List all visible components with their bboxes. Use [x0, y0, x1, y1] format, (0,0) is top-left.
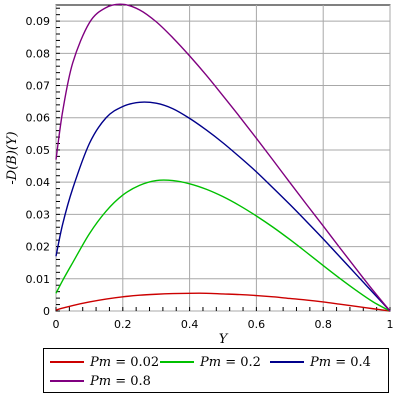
legend-label: Pm = 0.2: [200, 354, 261, 370]
gridlines: [55, 4, 391, 312]
series-line-3: [55, 3, 391, 312]
legend-item: Pm = 0.02: [50, 353, 159, 371]
y-tick-label: 0.06: [26, 112, 51, 125]
chart: 0 0.2 0.4 0.6 0.8 1 0 0.01 0.02 0.03 0.04 0.05 0.06 0…: [5, 3, 394, 345]
series-lines: [55, 3, 391, 312]
x-axis-label: Y: [219, 332, 229, 345]
legend-swatch: [50, 361, 84, 363]
x-tick-label: 0.6: [248, 318, 266, 331]
legend-swatch: [270, 361, 304, 363]
x-tick-label: 1: [387, 318, 394, 331]
y-tick-label: 0.05: [26, 144, 51, 157]
series-line-2: [55, 101, 391, 312]
y-tick-label: 0: [43, 305, 50, 318]
series-line-1: [55, 179, 391, 312]
x-tick-label: 0.2: [114, 318, 132, 331]
legend-label: Pm = 0.4: [310, 354, 371, 370]
y-tick-label: 0.03: [26, 208, 51, 221]
y-tick-label: 0.01: [26, 273, 51, 286]
plot-frame: [55, 4, 391, 312]
y-tick-label: 0.02: [26, 241, 51, 254]
x-tick-label: 0.4: [181, 318, 199, 331]
legend-label: Pm = 0.02: [90, 354, 160, 370]
legend-item: Pm = 0.2: [160, 353, 261, 371]
y-tick-label: 0.04: [26, 176, 51, 189]
legend-label: Pm = 0.8: [90, 373, 151, 389]
x-tick-label: 0: [53, 318, 60, 331]
legend-swatch: [50, 380, 84, 382]
y-tick-label: 0.08: [26, 47, 51, 60]
y-axis-label: -D(B)(Y): [5, 131, 20, 184]
y-tick-label: 0.09: [26, 15, 51, 28]
x-tick-label: 0.8: [314, 318, 332, 331]
legend-item: Pm = 0.4: [270, 353, 371, 371]
tick-labels: 0 0.2 0.4 0.6 0.8 1 0 0.01 0.02 0.03 0.04 0.05 0.06 0…: [26, 15, 394, 331]
series-line-0: [55, 292, 391, 312]
legend: Pm = 0.02 Pm = 0.2 Pm = 0.4 Pm = 0.8: [43, 348, 389, 393]
y-tick-label: 0.07: [26, 80, 51, 93]
legend-swatch: [160, 361, 194, 363]
legend-item: Pm = 0.8: [50, 372, 151, 390]
